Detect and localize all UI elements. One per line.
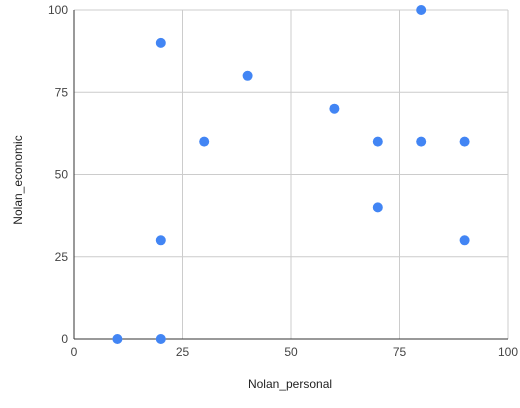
tick-labels: 0 25 50 75 100 0 25 50 75 100 — [48, 3, 518, 359]
data-point — [416, 136, 427, 147]
data-point — [155, 37, 166, 48]
grid-lines — [74, 9, 509, 339]
y-tick-label: 75 — [55, 85, 69, 99]
data-point — [372, 136, 383, 147]
data-point — [199, 136, 210, 147]
data-point — [155, 334, 166, 344]
data-point — [459, 136, 470, 147]
data-point — [459, 235, 470, 246]
x-tick-label: 25 — [176, 345, 190, 359]
data-point — [416, 5, 427, 15]
data-point — [372, 202, 383, 213]
x-axis-title: Nolan_personal — [248, 377, 332, 391]
y-tick-label: 50 — [55, 168, 69, 182]
y-tick-label: 25 — [55, 250, 69, 264]
y-axis-title: Nolan_economic — [11, 135, 25, 224]
y-tick-label: 100 — [48, 3, 68, 17]
data-points — [112, 5, 470, 344]
x-tick-label: 100 — [498, 345, 518, 359]
axes — [73, 10, 508, 340]
data-point — [242, 70, 253, 81]
x-tick-label: 0 — [71, 345, 78, 359]
x-tick-label: 75 — [393, 345, 407, 359]
y-tick-label: 0 — [61, 332, 68, 346]
x-tick-label: 50 — [284, 345, 298, 359]
data-point — [112, 334, 123, 344]
data-point — [155, 235, 166, 246]
data-point — [329, 103, 340, 114]
